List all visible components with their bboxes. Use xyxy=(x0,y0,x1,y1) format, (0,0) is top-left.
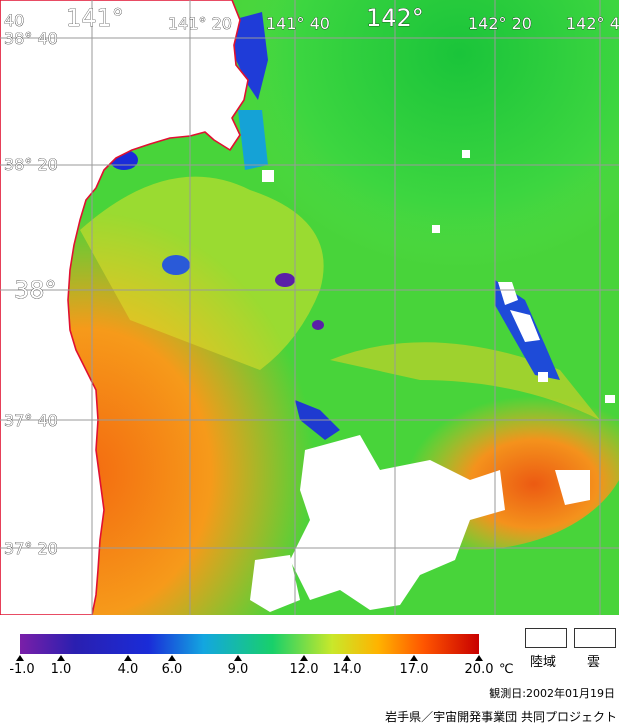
cloud-dot-3 xyxy=(432,225,440,233)
cold-patch-south xyxy=(312,320,324,330)
tick-mark xyxy=(410,655,418,661)
tick-label: 14.0 xyxy=(332,662,362,677)
sea-surface-temperature-map: 40 141° 141° 20 141° 40 142° 142° 20 142… xyxy=(0,0,619,615)
unit-label: ℃ xyxy=(499,662,514,677)
cloud-cover-south xyxy=(290,435,505,610)
cloud-cover-northeast xyxy=(498,282,518,305)
cold-patch-north-sea xyxy=(162,255,190,275)
cold-coastal-water-strip xyxy=(238,110,268,170)
tick-mark xyxy=(124,655,132,661)
cloud-dot-1 xyxy=(262,170,274,182)
tick-mark xyxy=(475,655,483,661)
temperature-colorbar xyxy=(20,634,479,654)
tick-mark xyxy=(234,655,242,661)
cloud-dot-2 xyxy=(462,150,470,158)
transitional-yellow-band xyxy=(80,176,324,370)
tick-label: 6.0 xyxy=(161,662,183,677)
cloud-dot-4 xyxy=(538,372,548,382)
lat-label-38: 38° xyxy=(14,276,57,304)
cold-coastal-water-north xyxy=(232,12,268,100)
tick-mark xyxy=(300,655,308,661)
tick-label: 17.0 xyxy=(399,662,429,677)
cold-patch-central xyxy=(275,273,295,287)
observation-date: 観測日:2002年01月19日 xyxy=(489,687,615,700)
tick-label: 9.0 xyxy=(227,662,249,677)
lon-label-141-20: 141° 20 xyxy=(168,14,232,33)
tick-label: 12.0 xyxy=(289,662,319,677)
lat-label-38-40: 38° 40 xyxy=(4,29,58,48)
lat-label-37-40: 37° 40 xyxy=(4,411,58,430)
lat-label-37-20: 37° 20 xyxy=(4,539,58,558)
graticule xyxy=(0,0,619,615)
credit-text: 岩手県／宇宙開発事業団 共同プロジェクト xyxy=(385,710,617,724)
tick-mark xyxy=(168,655,176,661)
lon-label-141: 141° xyxy=(66,4,124,32)
cloud-cover-east xyxy=(555,470,590,505)
tick-label: 1.0 xyxy=(50,662,72,677)
cloud-label: 雲 xyxy=(587,655,601,670)
temperature-legend: -1.0 1.0 4.0 6.0 9.0 12.0 14.0 17.0 20.0… xyxy=(0,615,619,725)
lat-label-38-20: 38° 20 xyxy=(4,155,58,174)
tick-mark xyxy=(16,655,24,661)
cloud-dot-5 xyxy=(605,395,615,403)
tick-label: 4.0 xyxy=(117,662,139,677)
land-label: 陸域 xyxy=(530,655,557,670)
lon-label-142-40: 142° 4 xyxy=(566,14,619,33)
tick-label: -1.0 xyxy=(9,662,35,677)
tick-label: 20.0 xyxy=(464,662,494,677)
lon-label-142: 142° xyxy=(366,4,424,32)
land-area xyxy=(0,0,249,615)
lon-label-142-20: 142° 20 xyxy=(468,14,532,33)
cloud-cover-southwest xyxy=(250,555,300,612)
lon-label-141-40: 141° 40 xyxy=(266,14,330,33)
land-swatch xyxy=(525,628,567,648)
tick-mark xyxy=(343,655,351,661)
lon-label-40-edge: 40 xyxy=(4,11,24,30)
cloud-cover-stream xyxy=(510,310,540,342)
tick-mark xyxy=(57,655,65,661)
cloud-swatch xyxy=(574,628,616,648)
